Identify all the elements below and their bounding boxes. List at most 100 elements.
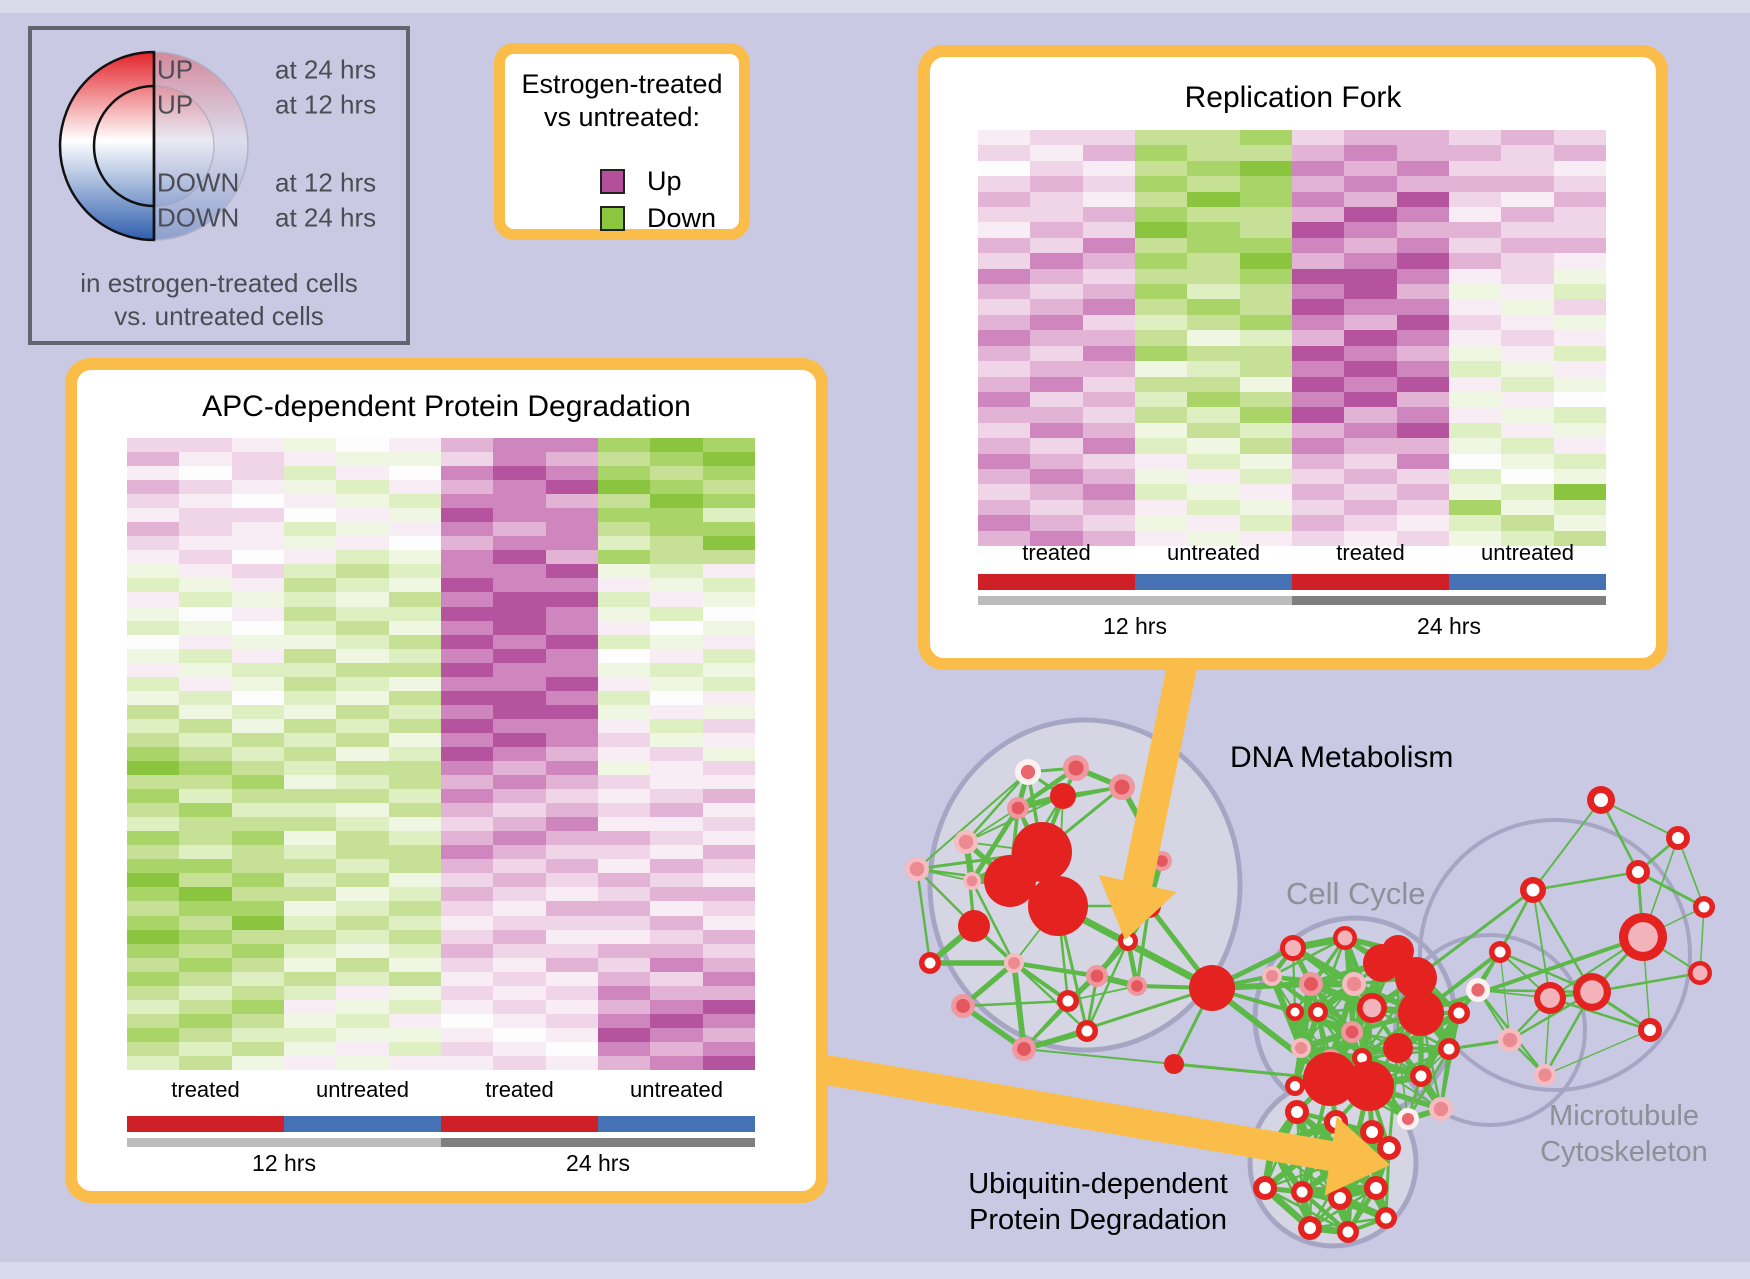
heatmap-cell <box>978 530 1031 546</box>
heatmap-cell <box>1291 422 1345 439</box>
heatmap-cell <box>1082 468 1135 485</box>
apc-12hrs-label: 12 hrs <box>252 1150 316 1176</box>
heatmap-cell <box>978 314 1031 331</box>
heatmap-cell <box>179 831 232 846</box>
heatmap-cell <box>597 789 651 804</box>
heatmap-cell <box>493 761 546 776</box>
heatmap-cell <box>1501 268 1554 285</box>
heatmap-cell <box>283 606 337 621</box>
network-node-core <box>1295 1042 1307 1054</box>
network-edge <box>915 868 932 964</box>
heatmap-cell <box>1187 530 1240 546</box>
heatmap-cell <box>1187 345 1240 362</box>
heatmap-cell <box>1187 422 1240 439</box>
heatmap-cell <box>1396 130 1449 146</box>
heatmap-cell <box>1553 361 1606 377</box>
heatmap-cell <box>283 901 337 916</box>
network-node-core <box>1337 930 1353 946</box>
heatmap-cell <box>1291 499 1345 516</box>
apc-treated-untreated-bar <box>127 1116 755 1132</box>
heatmap-cell <box>1501 361 1554 377</box>
heatmap-cell <box>440 957 494 972</box>
heatmap-cell <box>493 480 546 495</box>
heatmap-cell <box>545 845 598 860</box>
heatmap-cell <box>545 438 598 453</box>
heatmap-cell <box>336 704 389 719</box>
heatmap-cell <box>283 620 337 635</box>
heatmap-cell <box>283 494 337 509</box>
heatmap-cell <box>1448 499 1502 516</box>
heatmap-cell <box>650 887 703 902</box>
heatmap-cell <box>179 1055 232 1070</box>
heatmap-cell <box>1082 330 1135 346</box>
heatmap-cell <box>1134 407 1188 423</box>
heatmap-cell <box>597 803 651 818</box>
heatmap-cell <box>336 606 389 621</box>
heatmap-cell <box>127 466 180 481</box>
heatmap-cell <box>1291 438 1345 454</box>
heatmap-cell <box>493 662 546 677</box>
heatmap-cell <box>978 330 1031 346</box>
heatmap-cell <box>1501 299 1554 315</box>
heatmap-cell <box>1553 484 1606 500</box>
heatmap-cell <box>179 873 232 888</box>
heatmap-cell <box>231 690 284 705</box>
heatmap-cell <box>388 803 441 818</box>
heatmap-cell <box>440 929 494 944</box>
heatmap-cell <box>1239 361 1292 377</box>
heatmap-cell <box>179 676 232 691</box>
heatmap-cell <box>545 999 598 1014</box>
heatmap-cell <box>231 999 284 1014</box>
heatmap-cell <box>702 999 755 1014</box>
heatmap-cell <box>388 480 441 495</box>
heatmap-cell <box>1187 130 1240 146</box>
heatmap-cell <box>1396 345 1449 362</box>
heatmap-cell <box>650 620 703 635</box>
network-node <box>1164 1054 1184 1074</box>
heatmap-cell <box>127 1013 180 1028</box>
rose-time: at 12 hrs <box>275 89 377 120</box>
heatmap-cell <box>283 676 337 691</box>
heatmap-cell <box>1082 484 1135 500</box>
down-label: Down <box>647 202 717 233</box>
heatmap-cell <box>1344 530 1397 546</box>
ubiquitin-label-line1: Ubiquitin-dependent <box>968 1168 1228 1200</box>
heatmap-cell <box>650 480 703 495</box>
heatmap-cell <box>179 803 232 818</box>
heatmap-cell <box>1448 314 1502 331</box>
heatmap-cell <box>1134 299 1188 315</box>
heatmap-cell <box>283 480 337 495</box>
heatmap-cell <box>978 361 1031 377</box>
heatmap-cell <box>650 845 703 860</box>
network-node-core <box>1304 977 1318 991</box>
network-node-core <box>1494 946 1506 958</box>
heatmap-cell <box>179 1027 232 1042</box>
dna-metabolism-label: DNA Metabolism <box>1230 741 1454 774</box>
heatmap-cell <box>1448 268 1502 285</box>
rf-24hr-bar <box>1292 596 1606 605</box>
heatmap-cell <box>1239 207 1292 223</box>
heatmap-cell <box>336 873 389 888</box>
heatmap-cell <box>1553 391 1606 408</box>
heatmap-cell <box>597 578 651 593</box>
heatmap-cell <box>127 648 180 663</box>
heatmap-cell <box>1553 207 1606 223</box>
heatmap-cell <box>1082 145 1135 161</box>
heatmap-cell <box>336 831 389 846</box>
heatmap-cell <box>179 620 232 635</box>
heatmap-cell <box>127 789 180 804</box>
heatmap-cell <box>440 704 494 719</box>
heatmap-cell <box>127 718 180 733</box>
heatmap-cell <box>336 887 389 902</box>
heatmap-cell <box>493 620 546 635</box>
heatmap-cell <box>179 746 232 762</box>
heatmap-cell <box>127 522 180 537</box>
heatmap-cell <box>597 999 651 1014</box>
heatmap-cell <box>597 1055 651 1070</box>
heatmap-cell <box>702 578 755 593</box>
apc-bar-segment-treated <box>441 1116 598 1132</box>
heatmap-cell <box>493 494 546 509</box>
heatmap-cell <box>1553 468 1606 485</box>
heatmap-cell <box>1448 391 1502 408</box>
